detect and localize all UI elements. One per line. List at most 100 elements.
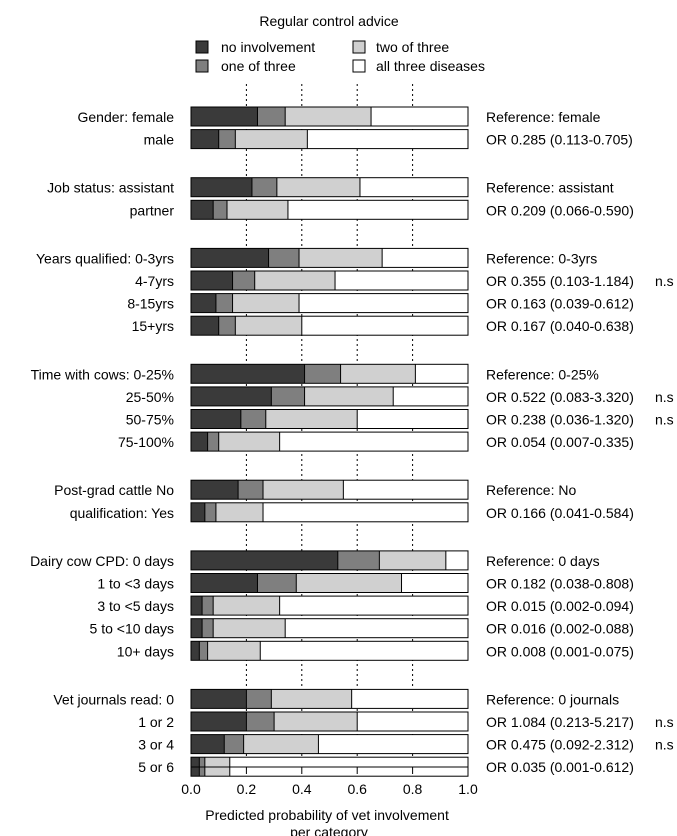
bar-segment-job-status-assistant-all-three-diseases — [359, 177, 468, 197]
bar-segment-50-75-two-of-three — [265, 409, 358, 429]
bar-segment-years-qualified-0-3yrs-all-three-diseases — [382, 248, 468, 268]
legend-swatch-two-of-three — [352, 40, 366, 54]
bar-segment-4-7yrs-all-three-diseases — [335, 271, 468, 290]
bar-segment-8-15yrs-no-involvement — [191, 293, 216, 313]
bar-segment-25-50-no-involvement — [191, 386, 272, 406]
row-note-25-50: OR 0.522 (0.083-3.320) — [486, 389, 634, 405]
bar-outline-dairy-cow-cpd-0-days — [190, 550, 469, 571]
bar-outline-3-to-5-days — [190, 595, 469, 616]
row-note-5-to-10-days: OR 0.016 (0.002-0.088) — [486, 621, 634, 637]
bar-segment-10-days-two-of-three — [207, 641, 261, 661]
row-note-5-or-6: OR 0.035 (0.001-0.612) — [486, 759, 634, 775]
bar-segment-years-qualified-0-3yrs-two-of-three — [299, 248, 383, 268]
row-label-dairy-cow-cpd-0-days: Dairy cow CPD: 0 days — [30, 553, 174, 569]
bar-outline-post-grad-cattle-no — [190, 479, 469, 500]
bar-segment-4-7yrs-no-involvement — [191, 271, 233, 290]
bar-segment-25-50-two-of-three — [304, 386, 394, 406]
bar-segment-gender-female-all-three-diseases — [371, 107, 468, 126]
legend-swatch-all-three-diseases — [352, 59, 366, 73]
bar-segment-25-50-one-of-three — [271, 386, 305, 406]
bar-segment-post-grad-cattle-no-two-of-three — [263, 480, 344, 500]
row-note-75-100: OR 0.054 (0.007-0.335) — [486, 434, 634, 450]
bar-segment-10-days-no-involvement — [191, 641, 200, 661]
row-significance-4-7yrs: n.s — [655, 273, 674, 289]
bar-segment-15-yrs-no-involvement — [191, 316, 219, 336]
bar-segment-dairy-cow-cpd-0-days-one-of-three — [337, 550, 380, 570]
row-note-15-yrs: OR 0.167 (0.040-0.638) — [486, 318, 634, 334]
bar-outline-qualification-yes — [190, 502, 469, 523]
bar-segment-male-one-of-three — [218, 129, 236, 149]
row-label-5-or-6: 5 or 6 — [138, 759, 174, 775]
row-note-male: OR 0.285 (0.113-0.705) — [486, 132, 633, 148]
bar-segment-4-7yrs-two-of-three — [254, 271, 336, 290]
bar-segment-partner-two-of-three — [227, 200, 288, 220]
bar-outline-1-or-2 — [190, 711, 469, 732]
bar-segment-1-to-3-days-all-three-diseases — [401, 573, 468, 593]
chart-title: Regular control advice — [259, 13, 399, 29]
bar-segment-15-yrs-two-of-three — [235, 316, 302, 336]
row-significance-3-or-4: n.s — [655, 737, 674, 753]
bar-segment-1-to-3-days-two-of-three — [296, 573, 402, 593]
bar-outline-50-75 — [190, 409, 469, 429]
row-note-4-7yrs: OR 0.355 (0.103-1.184) — [486, 273, 634, 289]
bar-segment-1-to-3-days-no-involvement — [191, 573, 258, 593]
bar-segment-3-to-5-days-two-of-three — [213, 596, 280, 616]
bar-segment-75-100-no-involvement — [191, 432, 208, 452]
bar-segment-time-with-cows-0-25-one-of-three — [304, 364, 341, 384]
x-axis-title: Predicted probability of vet involvement… — [205, 807, 452, 836]
legend-label-two-of-three: two of three — [376, 39, 449, 55]
bar-segment-vet-journals-read-0-one-of-three — [246, 689, 272, 709]
bar-outline-partner — [190, 199, 469, 220]
row-label-male: male — [144, 132, 175, 148]
bar-segment-3-to-5-days-one-of-three — [202, 596, 214, 616]
x-tick-label-4: 0.8 — [403, 781, 423, 797]
bar-segment-3-or-4-all-three-diseases — [318, 734, 468, 754]
bar-segment-8-15yrs-one-of-three — [215, 293, 233, 313]
row-label-1-or-2: 1 or 2 — [138, 714, 174, 730]
bar-segment-75-100-two-of-three — [218, 432, 280, 452]
bar-segment-partner-all-three-diseases — [287, 200, 468, 220]
row-note-8-15yrs: OR 0.163 (0.039-0.612) — [486, 296, 634, 312]
row-note-vet-journals-read-0: Reference: 0 journals — [486, 691, 619, 707]
bar-outline-time-with-cows-0-25 — [190, 363, 469, 384]
bar-segment-8-15yrs-all-three-diseases — [299, 293, 468, 313]
row-note-50-75: OR 0.238 (0.036-1.320) — [486, 412, 634, 428]
bar-segment-job-status-assistant-one-of-three — [251, 177, 277, 197]
row-label-job-status-assistant: Job status: assistant — [47, 180, 174, 196]
bar-outline-10-days — [190, 640, 469, 661]
row-note-qualification-yes: OR 0.166 (0.041-0.584) — [486, 505, 634, 521]
bar-segment-job-status-assistant-two-of-three — [276, 177, 360, 197]
row-label-vet-journals-read-0: Vet journals read: 0 — [53, 691, 174, 707]
bar-outline-gender-female — [190, 106, 469, 127]
bar-outline-1-to-3-days — [190, 573, 469, 593]
legend-swatch-no-involvement — [195, 40, 209, 54]
bar-segment-dairy-cow-cpd-0-days-two-of-three — [379, 550, 446, 570]
x-tick-label-0: 0.0 — [181, 781, 201, 797]
bar-segment-5-to-10-days-two-of-three — [213, 618, 286, 638]
bar-segment-vet-journals-read-0-all-three-diseases — [351, 689, 468, 709]
bar-segment-post-grad-cattle-no-one-of-three — [238, 480, 264, 500]
legend-swatch-one-of-three — [195, 59, 209, 73]
bar-segment-1-to-3-days-one-of-three — [257, 573, 297, 593]
row-note-10-days: OR 0.008 (0.001-0.075) — [486, 643, 634, 659]
bar-segment-10-days-all-three-diseases — [260, 641, 468, 661]
row-label-time-with-cows-0-25: Time with cows: 0-25% — [31, 366, 174, 382]
bar-segment-dairy-cow-cpd-0-days-no-involvement — [191, 550, 338, 570]
bar-outline-years-qualified-0-3yrs — [190, 247, 469, 268]
bar-outline-15-yrs — [190, 315, 469, 336]
row-label-qualification-yes: qualification: Yes — [70, 505, 174, 521]
bar-segment-75-100-one-of-three — [207, 432, 219, 452]
row-label-4-7yrs: 4-7yrs — [135, 273, 174, 289]
row-note-partner: OR 0.209 (0.066-0.590) — [486, 202, 634, 218]
bar-segment-time-with-cows-0-25-two-of-three — [340, 364, 416, 384]
row-label-10-days: 10+ days — [117, 643, 174, 659]
row-label-75-100: 75-100% — [118, 434, 174, 450]
bar-segment-male-two-of-three — [235, 129, 308, 149]
row-significance-25-50: n.s — [655, 389, 674, 405]
bar-outline-vet-journals-read-0 — [190, 688, 469, 709]
row-note-3-or-4: OR 0.475 (0.092-2.312) — [486, 737, 634, 753]
legend-label-no-involvement: no involvement — [221, 39, 315, 55]
row-label-partner: partner — [130, 202, 175, 218]
bar-outline-8-15yrs — [190, 293, 469, 314]
